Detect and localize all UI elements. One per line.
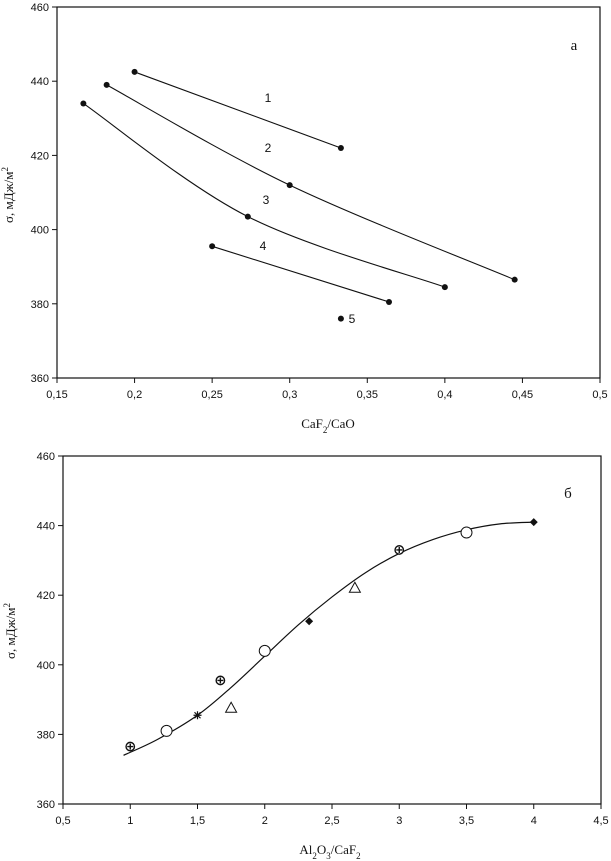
x-tick-label: 0,45 [512,389,533,401]
data-point-triangle [224,701,238,713]
series-line-1 [134,71,342,149]
chart-panel-0: 0,15 0,2 0,25 0,3 0,35 0,4 0,45 0,5 360 380 400 420… [0,2,608,435]
y-tick-label: 440 [37,521,55,533]
x-axis-label: Al2O3/CaF2 [299,842,360,861]
plot-frame [56,6,601,379]
x-tick-label: 0,2 [127,389,142,401]
x-tick-label: 2,5 [324,815,339,827]
x-tick-label: 3,5 [459,815,474,827]
y-axis-label: σ, мДж/м2 [2,603,18,659]
x-tick-label: 0,3 [282,389,297,401]
y-tick-label: 380 [37,729,55,741]
data-point-series-2 [103,81,110,88]
series-label-5: 5 [349,312,356,326]
y-tick-label: 420 [37,590,55,602]
x-tick-label: 1 [127,815,133,827]
y-tick-label: 460 [37,451,55,463]
data-point-series-5 [337,315,344,322]
data-point-series-2 [511,276,518,283]
data-point-asterisk [193,711,202,720]
data-point-series-3 [441,284,448,291]
marker-cross [396,546,403,553]
y-axis-label: σ, мДж/м2 [0,167,16,223]
data-point-circle-cross [125,741,136,752]
x-axis-label: CaF2/CaO [301,416,355,435]
x-tick-label: 0,25 [201,389,222,401]
x-tick-label: 4 [531,815,537,827]
data-point-series-1 [131,68,138,75]
data-point-series-4 [209,243,216,250]
data-point-series-2 [286,182,293,189]
data-point-triangle [348,581,362,593]
plot-frame [62,455,602,805]
x-tick-label: 0,35 [357,389,378,401]
marker-cross [217,677,224,684]
data-point-diamond [529,518,538,527]
data-point-open-circle [160,724,173,737]
data-point-series-1 [337,144,344,151]
panel-label: а [571,38,578,54]
x-tick-label: 4,5 [593,815,608,827]
series-label-4: 4 [260,239,267,253]
y-tick-label: 360 [31,373,49,385]
series-line-2 [106,84,515,281]
y-tick-label: 440 [31,76,49,88]
x-tick-label: 0,15 [46,389,67,401]
series-label-2: 2 [265,141,272,155]
x-tick-label: 0,5 [55,815,70,827]
x-tick-label: 1,5 [190,815,205,827]
y-tick-label: 360 [37,799,55,811]
x-tick-label: 0,4 [437,389,452,401]
data-point-circle-cross [215,675,226,686]
y-tick-label: 460 [31,2,49,14]
x-tick-label: 3 [396,815,402,827]
y-tick-label: 400 [31,225,49,237]
y-tick-label: 400 [37,660,55,672]
y-tick-label: 380 [31,299,49,311]
series-label-3: 3 [263,193,270,207]
fit-curve [123,521,534,756]
marker-cross [127,743,134,750]
data-point-series-4 [386,298,393,305]
series-label-1: 1 [265,91,272,105]
data-point-series-3 [244,213,251,220]
data-point-series-3 [80,100,87,107]
data-point-diamond [305,617,314,626]
data-point-open-circle [258,644,271,657]
data-point-open-circle [460,526,473,539]
series-line-4 [211,245,390,303]
panel-label: б [564,486,572,502]
y-tick-label: 420 [31,150,49,162]
x-tick-label: 0,5 [592,389,607,401]
chart-panel-1: 0,5 1 1,5 2 2,5 3 3,5 4 4,5 360 380 400 420 440 460 Al2… [2,451,609,861]
data-point-circle-cross [394,545,405,555]
x-tick-label: 2 [262,815,268,827]
